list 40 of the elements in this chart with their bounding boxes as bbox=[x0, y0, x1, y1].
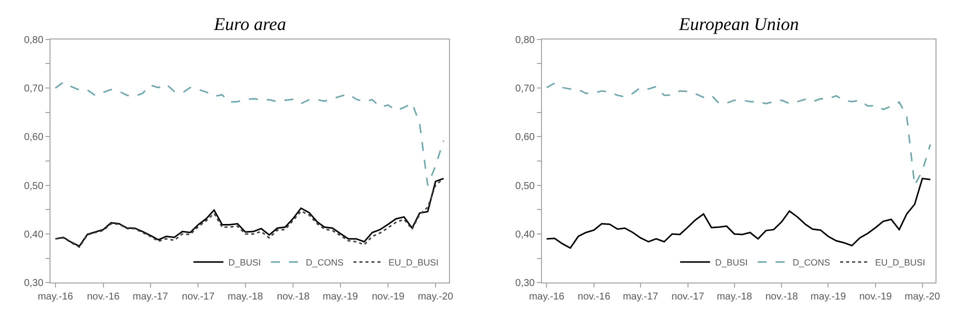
x-tick-label: may.-19 bbox=[322, 292, 358, 303]
x-tick-label: nov.-16 bbox=[86, 292, 120, 303]
y-tick-label: 0,40 bbox=[515, 229, 536, 240]
x-tick-label: may.-18 bbox=[716, 292, 752, 303]
x-tick-label: may.-20 bbox=[418, 292, 454, 303]
legend-label: D_BUSI bbox=[228, 258, 261, 268]
legend-label: D_BUSI bbox=[715, 258, 748, 268]
chart-title: European Union bbox=[678, 14, 799, 34]
y-tick-label: 0,60 bbox=[515, 132, 536, 144]
y-tick-label: 0,80 bbox=[515, 34, 536, 46]
legend-label: D_CONS bbox=[306, 258, 344, 268]
y-tick-label: 0,50 bbox=[24, 180, 44, 192]
x-tick-label: nov.-17 bbox=[182, 292, 215, 303]
legend-label: D_CONS bbox=[792, 258, 830, 268]
chart-title: Euro area bbox=[213, 14, 286, 34]
x-tick-label: may.-20 bbox=[904, 292, 940, 303]
legend-label: EU_D_BUSI bbox=[388, 258, 438, 268]
line-series bbox=[546, 178, 932, 249]
y-tick-label: 0,30 bbox=[515, 278, 536, 290]
y-tick-label: 0,50 bbox=[515, 180, 536, 192]
x-tick-label: may.-17 bbox=[132, 292, 168, 303]
x-tick-label: may.-19 bbox=[810, 292, 846, 303]
x-tick-label: may.-17 bbox=[622, 292, 659, 303]
y-tick-label: 0,70 bbox=[515, 84, 536, 95]
x-tick-label: may.-16 bbox=[38, 292, 74, 303]
line-series bbox=[54, 81, 444, 186]
x-tick-label: nov.-19 bbox=[372, 292, 405, 303]
x-tick-label: nov.-17 bbox=[672, 292, 705, 303]
y-tick-label: 0,70 bbox=[24, 84, 44, 95]
x-tick-label: nov.-18 bbox=[276, 292, 310, 303]
x-tick-label: nov.-16 bbox=[578, 292, 611, 303]
x-tick-label: nov.-18 bbox=[765, 292, 798, 303]
y-tick-label: 0,40 bbox=[24, 229, 44, 240]
x-tick-label: may.-18 bbox=[228, 292, 264, 303]
y-tick-label: 0,60 bbox=[24, 132, 44, 144]
x-tick-label: may.-16 bbox=[528, 292, 565, 303]
x-tick-label: nov.-19 bbox=[859, 292, 892, 303]
y-tick-label: 0,30 bbox=[24, 278, 44, 290]
legend-label: EU_D_BUSI bbox=[875, 258, 926, 268]
y-tick-label: 0,80 bbox=[24, 34, 44, 46]
